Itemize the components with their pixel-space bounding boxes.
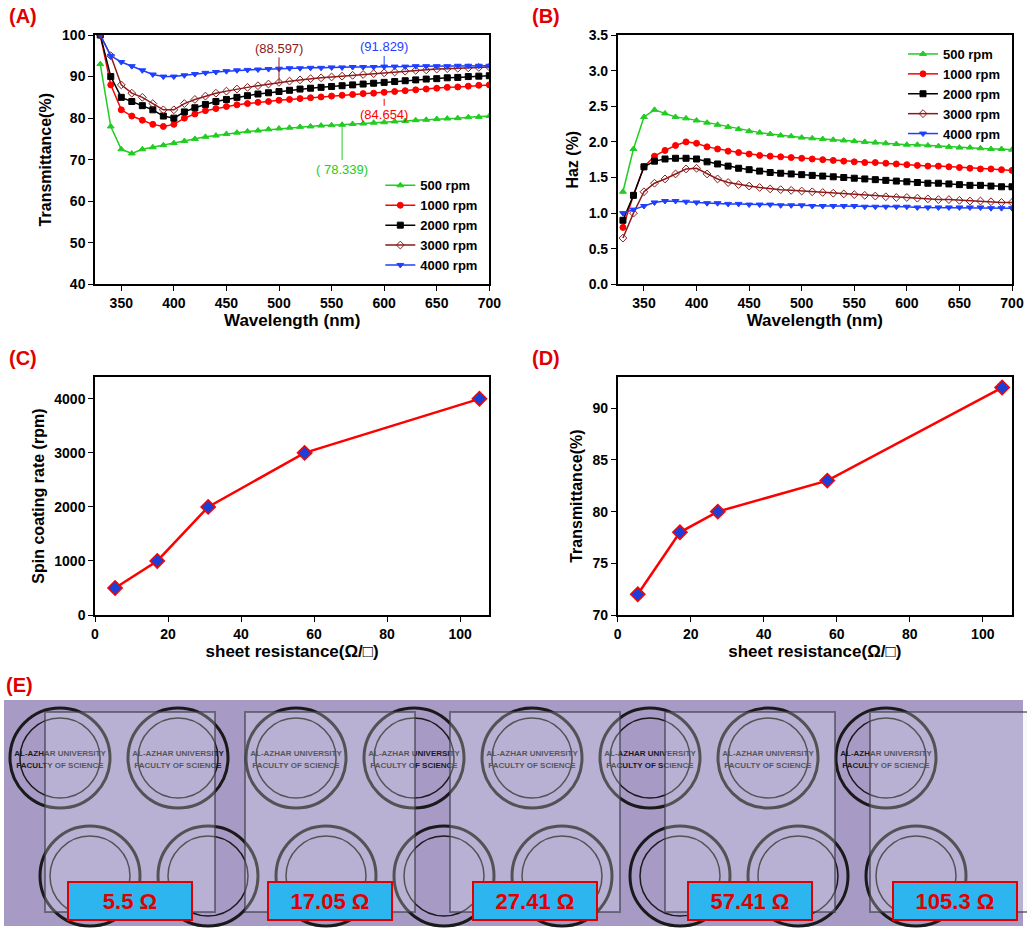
svg-text:(A): (A) — [9, 5, 37, 27]
svg-text:4000 rpm: 4000 rpm — [943, 127, 1000, 142]
svg-text:1000: 1000 — [54, 553, 85, 569]
svg-text:0: 0 — [614, 626, 622, 642]
svg-text:3.0: 3.0 — [589, 63, 609, 79]
svg-text:0: 0 — [78, 607, 86, 623]
svg-text:20: 20 — [683, 626, 699, 642]
svg-text:(D): (D) — [532, 347, 560, 369]
svg-text:4000: 4000 — [54, 391, 85, 407]
svg-text:( 78.339): ( 78.339) — [316, 162, 368, 177]
svg-text:3000 rpm: 3000 rpm — [420, 238, 477, 253]
svg-text:(88.597): (88.597) — [255, 41, 303, 56]
svg-text:0: 0 — [91, 626, 99, 642]
svg-text:Transmittance(%): Transmittance(%) — [568, 429, 585, 562]
svg-text:80: 80 — [902, 626, 918, 642]
svg-text:sheet resistance(Ω/□): sheet resistance(Ω/□) — [728, 642, 901, 661]
svg-text:70: 70 — [593, 607, 609, 623]
svg-text:60: 60 — [70, 193, 86, 209]
svg-text:1000 rpm: 1000 rpm — [943, 67, 1000, 82]
svg-text:(E): (E) — [6, 674, 33, 696]
svg-text:500 rpm: 500 rpm — [943, 47, 993, 62]
svg-text:0.5: 0.5 — [589, 241, 609, 257]
svg-text:1.0: 1.0 — [589, 205, 609, 221]
svg-text:40: 40 — [233, 626, 249, 642]
svg-text:Wavelength (nm): Wavelength (nm) — [224, 311, 360, 330]
svg-text:100: 100 — [62, 27, 86, 43]
svg-text:57.41 Ω: 57.41 Ω — [711, 889, 790, 914]
svg-text:80: 80 — [593, 504, 609, 520]
svg-text:70: 70 — [70, 152, 86, 168]
svg-text:100: 100 — [971, 626, 995, 642]
svg-text:450: 450 — [737, 295, 761, 311]
svg-text:3000: 3000 — [54, 445, 85, 461]
svg-text:105.3 Ω: 105.3 Ω — [916, 889, 995, 914]
svg-text:550: 550 — [843, 295, 867, 311]
svg-text:400: 400 — [685, 295, 709, 311]
svg-text:50: 50 — [70, 235, 86, 251]
svg-text:5.5 Ω: 5.5 Ω — [103, 889, 157, 914]
svg-text:40: 40 — [756, 626, 772, 642]
svg-text:700: 700 — [1000, 295, 1024, 311]
svg-text:80: 80 — [379, 626, 395, 642]
svg-text:3000 rpm: 3000 rpm — [943, 107, 1000, 122]
svg-text:27.41 Ω: 27.41 Ω — [496, 889, 575, 914]
svg-text:1.5: 1.5 — [589, 169, 609, 185]
svg-text:Haz (%): Haz (%) — [564, 131, 581, 189]
svg-text:90: 90 — [593, 400, 609, 416]
svg-text:700: 700 — [478, 295, 502, 311]
svg-text:Wavelength (nm): Wavelength (nm) — [747, 311, 883, 330]
svg-text:600: 600 — [372, 295, 396, 311]
svg-text:2.5: 2.5 — [589, 98, 609, 114]
svg-text:60: 60 — [829, 626, 845, 642]
svg-text:17.05 Ω: 17.05 Ω — [291, 889, 370, 914]
svg-text:(84.654): (84.654) — [360, 107, 408, 122]
svg-text:450: 450 — [215, 295, 239, 311]
svg-text:650: 650 — [948, 295, 972, 311]
svg-text:3.5: 3.5 — [589, 27, 609, 43]
svg-text:Spin coating rate (rpm): Spin coating rate (rpm) — [30, 409, 47, 584]
svg-text:650: 650 — [425, 295, 449, 311]
svg-text:(91.829): (91.829) — [360, 39, 408, 54]
svg-text:2000 rpm: 2000 rpm — [420, 218, 477, 233]
svg-text:(C): (C) — [9, 347, 37, 369]
svg-text:350: 350 — [110, 295, 134, 311]
svg-text:75: 75 — [593, 555, 609, 571]
svg-text:Transmittance(%): Transmittance(%) — [37, 93, 54, 226]
svg-text:90: 90 — [70, 68, 86, 84]
svg-text:1000 rpm: 1000 rpm — [420, 198, 477, 213]
svg-text:2.0: 2.0 — [589, 134, 609, 150]
svg-text:40: 40 — [70, 276, 86, 292]
svg-text:550: 550 — [320, 295, 344, 311]
svg-text:2000 rpm: 2000 rpm — [943, 87, 1000, 102]
svg-text:60: 60 — [306, 626, 322, 642]
svg-text:85: 85 — [593, 452, 609, 468]
svg-text:0.0: 0.0 — [589, 276, 609, 292]
svg-text:80: 80 — [70, 110, 86, 126]
svg-text:350: 350 — [632, 295, 656, 311]
svg-text:4000 rpm: 4000 rpm — [420, 258, 477, 273]
svg-text:500: 500 — [267, 295, 291, 311]
svg-text:2000: 2000 — [54, 499, 85, 515]
svg-text:400: 400 — [162, 295, 186, 311]
svg-text:(B): (B) — [532, 5, 560, 27]
svg-text:sheet resistance(Ω/□): sheet resistance(Ω/□) — [206, 642, 379, 661]
svg-text:100: 100 — [448, 626, 472, 642]
svg-text:500: 500 — [790, 295, 814, 311]
svg-text:20: 20 — [160, 626, 176, 642]
svg-text:600: 600 — [895, 295, 919, 311]
svg-text:500 rpm: 500 rpm — [420, 178, 470, 193]
